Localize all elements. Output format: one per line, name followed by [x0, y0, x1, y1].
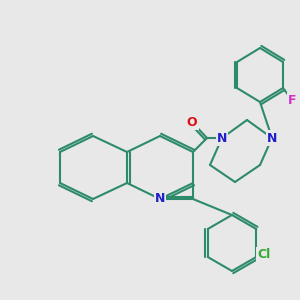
Text: N: N — [155, 193, 165, 206]
Text: F: F — [288, 94, 296, 106]
Text: O: O — [187, 116, 197, 128]
Text: Cl: Cl — [258, 248, 271, 262]
Text: N: N — [217, 131, 227, 145]
Text: N: N — [267, 131, 277, 145]
